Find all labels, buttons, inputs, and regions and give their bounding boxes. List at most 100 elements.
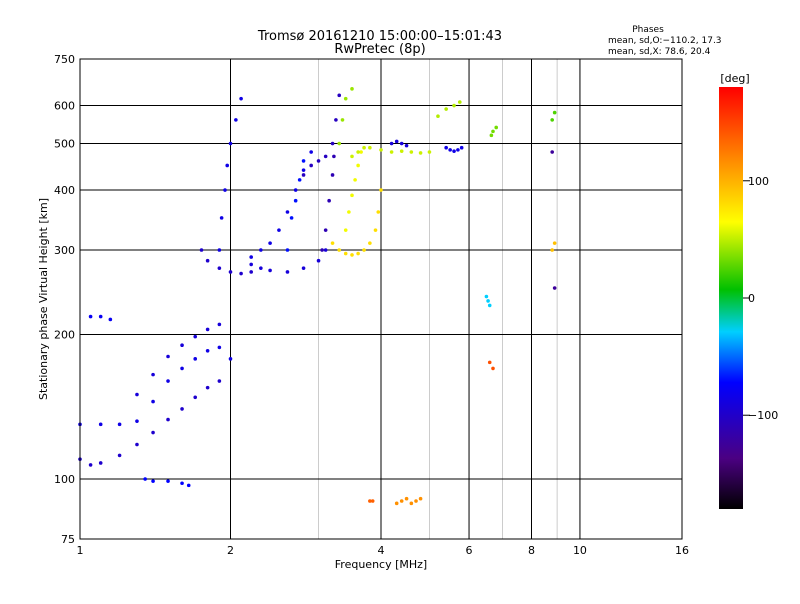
data-point — [330, 141, 335, 146]
data-point — [180, 343, 184, 348]
data-point — [379, 188, 383, 192]
data-point — [268, 241, 272, 245]
data-point — [228, 357, 233, 361]
data-point — [379, 148, 383, 152]
data-point — [309, 150, 313, 154]
axis-ticks: 1 2 4 6 8 10 16 75 100 200 300 400 500 600 750 — [54, 53, 689, 557]
stats-x-mode: mean, sd,X: 78.6, 20.4 — [608, 47, 711, 57]
data-point — [289, 216, 294, 220]
data-point — [337, 93, 342, 98]
data-point — [217, 248, 222, 252]
data-point — [186, 483, 191, 488]
x-tick-label: 16 — [675, 544, 689, 557]
data-point — [268, 268, 272, 273]
data-point — [436, 114, 440, 119]
y-tick-label: 300 — [54, 244, 75, 257]
data-point — [309, 163, 313, 168]
data-point — [350, 154, 354, 159]
colorbar-tick-label: −100 — [748, 409, 778, 422]
data-point — [491, 129, 495, 134]
data-point — [228, 270, 233, 274]
data-point — [297, 178, 302, 182]
data-point — [151, 479, 155, 483]
y-tick-label: 75 — [61, 533, 75, 546]
data-point — [205, 327, 210, 332]
colorbar-tick-label: 0 — [748, 292, 755, 305]
data-point — [414, 499, 418, 503]
data-point — [552, 286, 557, 290]
data-point — [193, 357, 198, 361]
data-point — [217, 266, 222, 270]
data-point — [135, 419, 139, 423]
data-point — [205, 258, 210, 263]
data-point — [350, 193, 354, 198]
data-point — [327, 198, 331, 203]
data-point — [370, 499, 375, 503]
data-point — [486, 299, 490, 303]
data-point — [347, 210, 351, 214]
data-point — [404, 496, 409, 501]
data-point — [151, 399, 155, 404]
y-tick-label: 200 — [54, 329, 75, 342]
data-point — [323, 154, 328, 159]
plot-frame — [79, 58, 683, 540]
data-point — [180, 407, 184, 411]
data-point — [108, 317, 113, 322]
y-tick-label: 750 — [54, 53, 75, 66]
data-point — [259, 248, 263, 252]
data-point — [552, 241, 557, 245]
data-point — [330, 173, 335, 177]
data-point — [217, 322, 222, 327]
data-point — [217, 345, 222, 350]
data-point — [293, 198, 298, 203]
data-point — [316, 258, 321, 263]
data-point — [343, 96, 348, 101]
data-point — [448, 148, 452, 152]
data-point — [550, 150, 554, 154]
data-point — [234, 118, 238, 122]
data-point — [117, 453, 122, 458]
data-point — [301, 168, 306, 172]
data-point — [409, 501, 414, 506]
data-point — [228, 141, 233, 146]
data-point — [277, 228, 281, 232]
data-point — [356, 251, 360, 256]
data-point — [166, 417, 170, 422]
data-point — [330, 241, 335, 245]
data-point — [205, 348, 210, 353]
x-tick-label: 8 — [528, 544, 535, 557]
data-point — [487, 360, 492, 365]
data-point — [376, 210, 381, 214]
data-point — [239, 271, 243, 276]
data-points — [78, 87, 557, 506]
data-point — [350, 87, 354, 91]
data-point — [323, 248, 328, 252]
colorbar-label: [deg] — [720, 72, 749, 85]
data-point — [166, 354, 170, 359]
x-tick-label: 2 — [227, 544, 234, 557]
y-axis-label: Stationary phase Virtual Height [km] — [37, 198, 50, 400]
data-point — [444, 107, 448, 111]
data-point — [151, 430, 155, 435]
data-point — [239, 96, 243, 101]
y-tick-label: 400 — [54, 184, 75, 197]
data-point — [444, 145, 448, 150]
y-tick-label: 100 — [54, 473, 75, 486]
data-point — [320, 248, 324, 252]
data-point — [457, 100, 462, 104]
x-axis-label: Frequency [MHz] — [335, 558, 427, 571]
data-point — [285, 270, 290, 274]
x-tick-label: 1 — [77, 544, 84, 557]
data-point — [356, 163, 360, 168]
data-point — [452, 149, 456, 153]
data-point — [143, 477, 147, 481]
colorbar — [719, 87, 743, 509]
data-point — [135, 392, 139, 397]
data-point — [418, 151, 423, 155]
data-point — [356, 150, 360, 154]
data-point — [399, 499, 404, 503]
data-point — [98, 422, 103, 427]
data-point — [368, 145, 372, 150]
